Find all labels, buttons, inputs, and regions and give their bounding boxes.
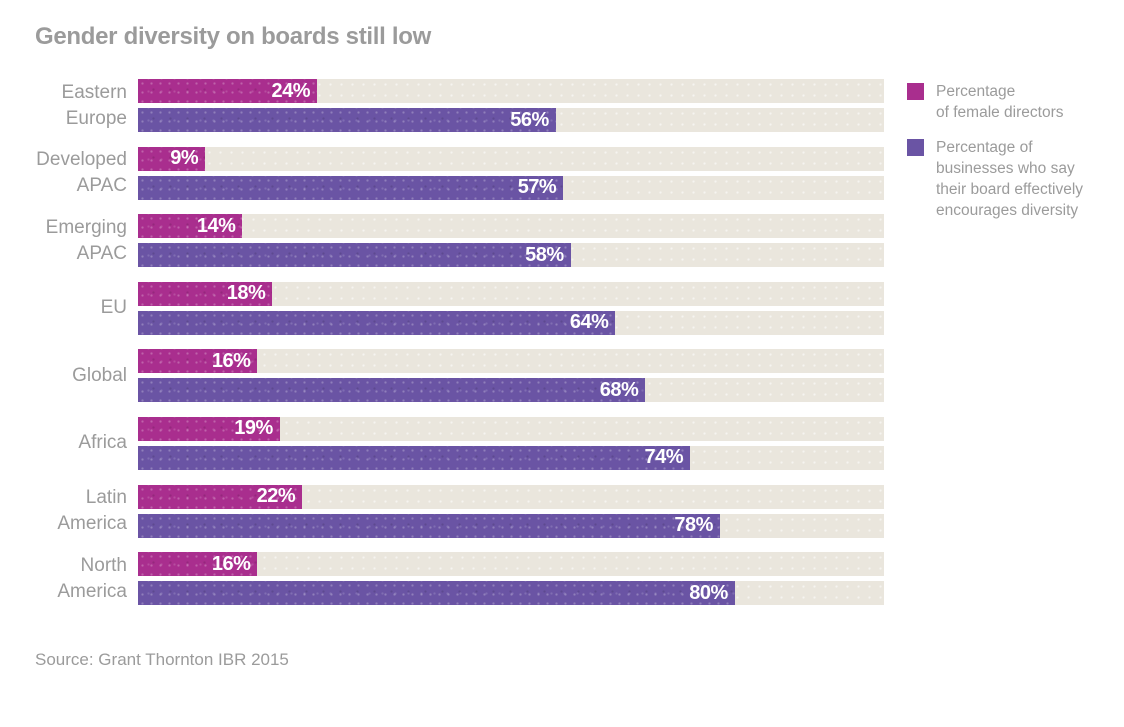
bar-track: 57%	[138, 175, 884, 200]
bar-track: 78%	[138, 513, 884, 538]
bar-track: 16%	[138, 552, 884, 577]
bar-track: 74%	[138, 445, 884, 470]
bar-track: 58%	[138, 243, 884, 268]
bar-track: 22%	[138, 484, 884, 509]
bar-group: 24% 56%	[138, 79, 884, 132]
bar-value-label: 64%	[569, 311, 609, 334]
bar-value-label: 74%	[644, 446, 684, 469]
bar-board: 74%	[138, 445, 690, 470]
bar-track: 16%	[138, 349, 884, 374]
chart-row: Emerging APAC 14% 58%	[35, 214, 884, 268]
bar-board: 68%	[138, 378, 645, 403]
chart-row: Global 16% 68%	[35, 349, 884, 403]
bar-track: 18%	[138, 281, 884, 306]
category-label: Developed APAC	[36, 149, 127, 197]
legend-label: Percentage of female directors	[936, 83, 1064, 121]
bar-female: 14%	[138, 214, 242, 239]
bar-value-label: 68%	[599, 378, 639, 401]
bar-value-label: 16%	[211, 552, 251, 575]
source-note: Source: Grant Thornton IBR 2015	[35, 650, 289, 669]
bar-value-label: 18%	[226, 282, 266, 305]
bar-value-label: 56%	[510, 108, 549, 131]
chart-title: Gender diversity on boards still low	[35, 23, 431, 50]
bar-track: 68%	[138, 378, 884, 403]
bar-group: 14% 58%	[138, 214, 884, 268]
chart-row: Africa 19% 74%	[35, 416, 884, 470]
bar-group: 16% 68%	[138, 349, 884, 403]
chart-rows: Eastern Europe 24% 56% Developed APAC 9% 57% Eme…	[35, 79, 884, 606]
bar-value-label: 14%	[196, 214, 236, 237]
category-label: Latin America	[57, 487, 127, 535]
chart-legend: Percentage of female directors Percentage …	[907, 81, 1112, 221]
bar-track: 19%	[138, 416, 884, 441]
bar-female: 9%	[138, 146, 205, 171]
legend-swatch-female	[907, 83, 924, 100]
legend-item: Percentage of female directors	[907, 81, 1112, 123]
bar-track: 56%	[138, 108, 884, 132]
bar-track: 9%	[138, 146, 884, 171]
bar-board: 64%	[138, 310, 615, 335]
bar-value-label: 16%	[211, 349, 251, 372]
bar-board: 80%	[138, 581, 735, 606]
bar-group: 18% 64%	[138, 281, 884, 335]
bar-track: 24%	[138, 79, 884, 103]
legend-label: Percentage of businesses who say their boa…	[936, 139, 1084, 219]
bar-female: 19%	[138, 416, 280, 441]
category-label: Africa	[78, 432, 127, 454]
bar-female: 16%	[138, 349, 257, 374]
bar-group: 19% 74%	[138, 416, 884, 470]
bar-female: 22%	[138, 484, 302, 509]
bar-group: 16% 80%	[138, 552, 884, 606]
chart-row: North America 16% 80%	[35, 552, 884, 606]
bar-board: 57%	[138, 175, 563, 200]
bar-value-label: 19%	[234, 417, 273, 440]
bar-board: 56%	[138, 108, 556, 132]
bar-board: 58%	[138, 243, 571, 268]
chart-row: Eastern Europe 24% 56%	[35, 79, 884, 132]
bar-female: 24%	[138, 79, 317, 103]
bar-group: 9% 57%	[138, 146, 884, 200]
legend-swatch-board	[907, 139, 924, 156]
bar-value-label: 78%	[674, 514, 713, 537]
category-label: Eastern Europe	[61, 81, 127, 129]
bar-track: 64%	[138, 310, 884, 335]
category-label: North America	[57, 554, 127, 602]
bar-value-label: 9%	[170, 147, 199, 170]
bar-track: 80%	[138, 581, 884, 606]
chart-row: Latin America 22% 78%	[35, 484, 884, 538]
chart-row: Developed APAC 9% 57%	[35, 146, 884, 200]
bar-track: 14%	[138, 214, 884, 239]
bar-group: 22% 78%	[138, 484, 884, 538]
category-label: Emerging APAC	[45, 216, 127, 264]
bar-value-label: 80%	[689, 581, 728, 604]
legend-item: Percentage of businesses who say their boa…	[907, 137, 1112, 221]
bar-female: 16%	[138, 552, 257, 577]
bar-value-label: 58%	[525, 243, 564, 266]
bar-value-label: 57%	[517, 176, 557, 199]
bar-board: 78%	[138, 513, 720, 538]
category-label: EU	[100, 297, 127, 319]
chart-row: EU 18% 64%	[35, 281, 884, 335]
bar-female: 18%	[138, 281, 272, 306]
category-label: Global	[72, 364, 127, 386]
bar-value-label: 24%	[271, 79, 311, 102]
bar-value-label: 22%	[256, 485, 296, 508]
